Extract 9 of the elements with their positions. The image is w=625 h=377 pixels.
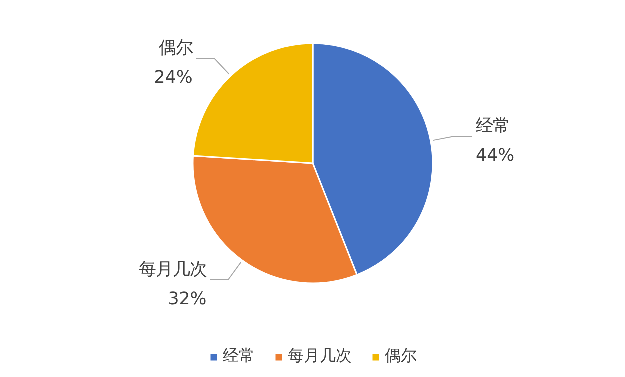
legend-label: 经常 bbox=[223, 346, 255, 367]
legend-label: 每月几次 bbox=[288, 346, 352, 367]
data-label: 44% bbox=[476, 146, 515, 166]
slice-label: 经常 bbox=[476, 116, 510, 137]
data-label: 32% bbox=[168, 290, 207, 310]
slice-label: 每月几次 bbox=[138, 260, 207, 280]
legend-label: 偶尔 bbox=[385, 346, 417, 367]
slice-label: 偶尔 bbox=[158, 38, 193, 59]
data-label: 24% bbox=[154, 68, 193, 88]
